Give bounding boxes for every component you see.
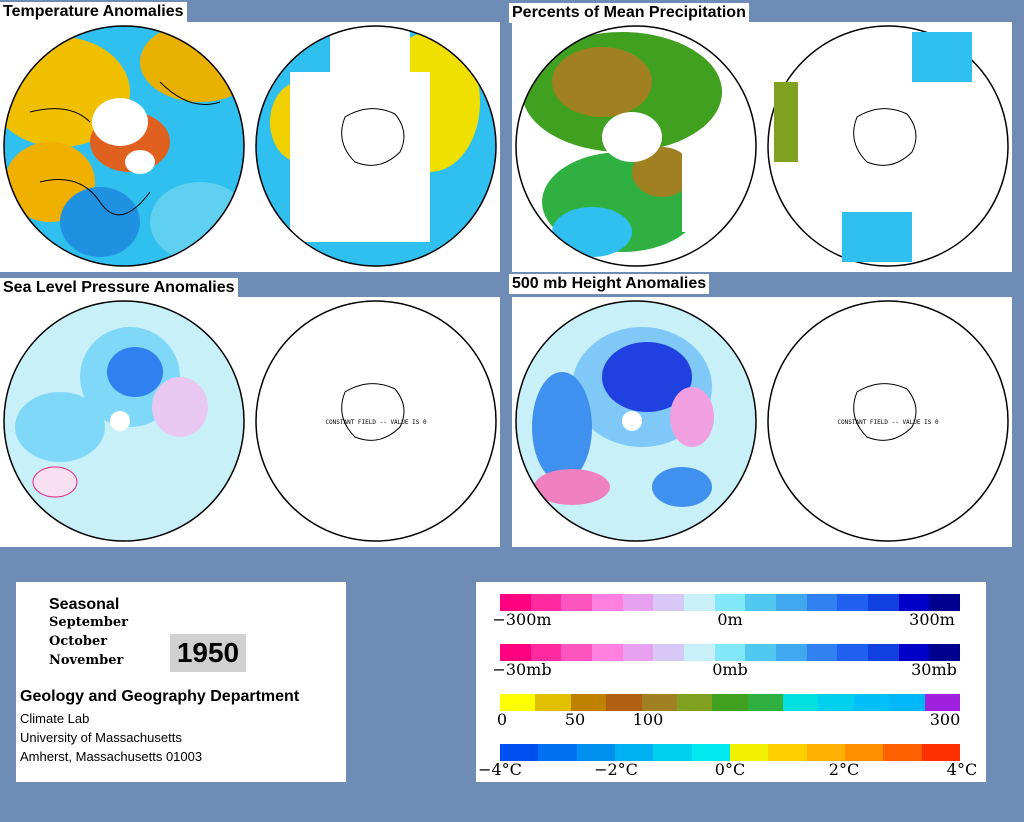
slp-title: Sea Level Pressure Anomalies [0, 278, 238, 298]
temperature-panel [0, 22, 500, 272]
colorbar-segment [929, 644, 961, 661]
slp-constant-note: CONSTANT FIELD -- VALUE IS 0 [325, 419, 427, 426]
colorbar-segment [561, 594, 593, 611]
precipitation-map [515, 25, 1009, 267]
colorbar-segment [535, 694, 572, 711]
precip-label-300: 300 [929, 710, 961, 729]
slp-label-min: −30mb [492, 660, 552, 679]
colorbar-segment [576, 744, 616, 761]
precip-label-50: 50 [564, 710, 586, 729]
colorbar-segment [768, 744, 808, 761]
precip-label-100: 100 [632, 710, 664, 729]
colorbar-segment [500, 694, 536, 711]
colorbar-segment [691, 744, 731, 761]
month-1: September [49, 615, 128, 630]
colorbar-segment [684, 594, 716, 611]
temperature-nh-map [3, 25, 497, 267]
colorbar-segment [868, 644, 900, 661]
precipitation-panel [512, 22, 1012, 272]
period-label: Seasonal [49, 596, 120, 613]
height-title: 500 mb Height Anomalies [509, 274, 710, 294]
colorbar-segment [530, 644, 562, 661]
colorbar-segment [776, 644, 808, 661]
colorbar-segment [889, 694, 926, 711]
colorbar-segment [845, 744, 884, 761]
colorbar-segment [837, 594, 869, 611]
colorbar-segment [806, 644, 838, 661]
colorbar-segment [776, 594, 808, 611]
slp-label-mid: 0mb [712, 660, 748, 679]
colorbar-segment [745, 594, 777, 611]
colorbar-segment [622, 644, 654, 661]
colorbar-segment [500, 744, 539, 761]
colorbar-segment [500, 594, 532, 611]
colorbar-segment [730, 744, 769, 761]
colorbar-segment [714, 644, 746, 661]
colorbar-segment [745, 644, 777, 661]
colorbar-segment [921, 744, 961, 761]
height-nh-map: CONSTANT FIELD -- VALUE IS 0 [515, 300, 1009, 542]
colorbar-segment [500, 644, 532, 661]
legend-box: −300m 0m 300m −30mb 0mb 30mb 0 50 100 30… [476, 582, 986, 782]
height-label-max: 300m [909, 610, 955, 629]
colorbar-segment [530, 594, 562, 611]
slp-label-max: 30mb [911, 660, 957, 679]
info-line-3: Amherst, Massachusetts 01003 [20, 749, 203, 764]
height-label-min: −300m [492, 610, 552, 629]
precipitation-title: Percents of Mean Precipitation [509, 3, 749, 23]
colorbar-segment [561, 644, 593, 661]
colorbar-segment [883, 744, 923, 761]
colorbar-segment [714, 594, 746, 611]
temp-label-m4: −4°C [478, 760, 522, 779]
colorbar-segment [898, 594, 930, 611]
info-line-1: Climate Lab [20, 711, 90, 726]
colorbar-segment [622, 594, 654, 611]
month-2: October [49, 634, 108, 649]
height-panel: CONSTANT FIELD -- VALUE IS 0 [512, 297, 1012, 547]
slp-colorbar [500, 644, 961, 661]
colorbar-segment [853, 694, 890, 711]
colorbar-segment [684, 644, 716, 661]
colorbar-segment [783, 694, 819, 711]
colorbar-segment [818, 694, 855, 711]
colorbar-segment [653, 744, 693, 761]
colorbar-segment [806, 594, 838, 611]
precip-label-0: 0 [496, 710, 508, 729]
colorbar-segment [641, 694, 678, 711]
colorbar-segment [868, 594, 900, 611]
department-label: Geology and Geography Department [20, 688, 300, 705]
temp-label-0: 0°C [714, 760, 746, 779]
height-colorbar [500, 594, 961, 611]
colorbar-segment [592, 644, 624, 661]
temp-colorbar [500, 744, 961, 761]
temperature-title: Temperature Anomalies [0, 2, 187, 22]
month-3: November [49, 653, 124, 668]
info-line-2: University of Massachusetts [20, 730, 182, 745]
info-box: Seasonal September October November 1950… [16, 582, 346, 782]
colorbar-segment [653, 594, 685, 611]
height-label-mid: 0m [717, 610, 743, 629]
year-label: 1950 [170, 634, 246, 672]
colorbar-segment [653, 644, 685, 661]
colorbar-segment [929, 594, 961, 611]
colorbar-segment [747, 694, 784, 711]
colorbar-segment [837, 644, 869, 661]
height-constant-note: CONSTANT FIELD -- VALUE IS 0 [837, 419, 939, 426]
temp-label-m2: −2°C [594, 760, 638, 779]
colorbar-segment [538, 744, 578, 761]
precip-colorbar [500, 694, 961, 711]
colorbar-segment [806, 744, 846, 761]
colorbar-segment [676, 694, 713, 711]
temp-label-4: 4°C [946, 760, 978, 779]
colorbar-segment [712, 694, 749, 711]
colorbar-segment [924, 694, 961, 711]
colorbar-segment [898, 644, 930, 661]
colorbar-segment [570, 694, 607, 711]
colorbar-segment [592, 594, 624, 611]
slp-panel: CONSTANT FIELD -- VALUE IS 0 [0, 297, 500, 547]
colorbar-segment [606, 694, 643, 711]
colorbar-segment [615, 744, 654, 761]
slp-nh-map: CONSTANT FIELD -- VALUE IS 0 [3, 300, 497, 542]
temp-label-2: 2°C [828, 760, 860, 779]
